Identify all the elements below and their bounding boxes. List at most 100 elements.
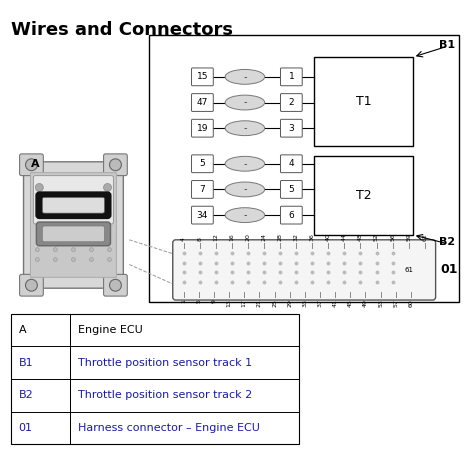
Text: -: - [243,72,247,82]
Text: B2: B2 [439,237,455,247]
Text: 45: 45 [348,299,353,307]
Text: 5: 5 [196,299,201,303]
Text: 60: 60 [408,299,413,307]
Text: Throttle position sensor track 2: Throttle position sensor track 2 [78,390,252,401]
Text: 32: 32 [294,233,299,241]
FancyBboxPatch shape [192,155,213,173]
Circle shape [35,248,39,251]
Bar [11,314,299,444]
Text: -: - [243,97,247,107]
FancyBboxPatch shape [24,162,123,288]
Text: -: - [243,123,247,133]
Text: 4: 4 [181,237,186,241]
Text: 12: 12 [213,233,218,241]
Text: 1: 1 [288,72,294,81]
Circle shape [53,248,58,251]
Text: 2: 2 [288,98,294,107]
FancyBboxPatch shape [192,68,213,86]
FancyBboxPatch shape [173,240,436,300]
Text: 40: 40 [326,233,331,241]
FancyBboxPatch shape [34,176,113,224]
Text: -: - [243,159,247,169]
FancyBboxPatch shape [280,206,302,224]
Text: -: - [243,185,247,194]
Circle shape [35,184,43,191]
Text: 36: 36 [310,233,315,241]
FancyBboxPatch shape [36,193,110,218]
Ellipse shape [225,182,265,197]
Circle shape [35,258,39,261]
Text: 59: 59 [406,233,411,241]
Circle shape [110,159,121,171]
FancyBboxPatch shape [192,180,213,198]
Text: 20: 20 [245,233,251,241]
Text: T1: T1 [356,95,371,108]
Text: 62: 62 [422,233,427,241]
Text: 33: 33 [303,299,307,307]
Text: 53: 53 [378,299,383,307]
Text: 4: 4 [288,159,294,168]
Text: B1: B1 [18,358,33,368]
FancyBboxPatch shape [19,274,43,296]
Text: T2: T2 [356,189,371,202]
Text: 01: 01 [440,264,458,277]
Circle shape [25,279,37,291]
Text: 25: 25 [272,299,277,307]
Circle shape [25,159,37,171]
Text: 15: 15 [197,72,208,81]
FancyBboxPatch shape [280,94,302,111]
FancyBboxPatch shape [31,173,117,277]
Text: 34: 34 [197,211,208,220]
Circle shape [108,258,111,261]
FancyBboxPatch shape [19,154,43,176]
Text: Harness connector – Engine ECU: Harness connector – Engine ECU [78,423,260,433]
Text: 1: 1 [181,299,186,303]
Circle shape [110,279,121,291]
Text: Throttle position sensor track 1: Throttle position sensor track 1 [78,358,252,368]
Text: 9: 9 [211,299,217,303]
Text: B1: B1 [439,40,455,50]
Text: 17: 17 [242,299,247,307]
Text: A: A [32,159,40,169]
Text: 01: 01 [18,423,33,433]
Text: 37: 37 [318,299,322,307]
Circle shape [71,248,76,251]
FancyBboxPatch shape [103,274,127,296]
Text: 16: 16 [229,233,235,241]
Text: 24: 24 [261,233,267,241]
FancyBboxPatch shape [103,154,127,176]
Circle shape [90,258,93,261]
Text: 8: 8 [197,237,202,241]
Text: 56: 56 [390,233,395,241]
FancyBboxPatch shape [280,68,302,86]
Text: 49: 49 [363,299,368,307]
Text: 61: 61 [404,267,413,273]
Text: 3: 3 [288,124,294,133]
Text: 6: 6 [288,211,294,220]
Text: 44: 44 [342,233,347,241]
Ellipse shape [225,208,265,223]
FancyBboxPatch shape [280,155,302,173]
Ellipse shape [225,95,265,110]
Text: A: A [18,325,26,335]
Ellipse shape [225,156,265,171]
FancyBboxPatch shape [36,222,110,246]
Text: 48: 48 [358,233,363,241]
Text: Engine ECU: Engine ECU [78,325,143,335]
FancyBboxPatch shape [42,198,105,213]
Circle shape [108,248,111,251]
Text: 29: 29 [287,299,292,307]
Text: 5: 5 [288,185,294,194]
FancyBboxPatch shape [280,119,302,137]
Text: 21: 21 [257,299,262,307]
Circle shape [71,258,76,261]
Text: Wires and Connectors: Wires and Connectors [11,21,233,39]
FancyBboxPatch shape [42,226,105,242]
FancyBboxPatch shape [280,180,302,198]
Text: 41: 41 [333,299,337,307]
FancyBboxPatch shape [192,94,213,111]
Text: 5: 5 [200,159,205,168]
Text: 47: 47 [197,98,208,107]
Ellipse shape [225,70,265,84]
Text: B2: B2 [18,390,34,401]
